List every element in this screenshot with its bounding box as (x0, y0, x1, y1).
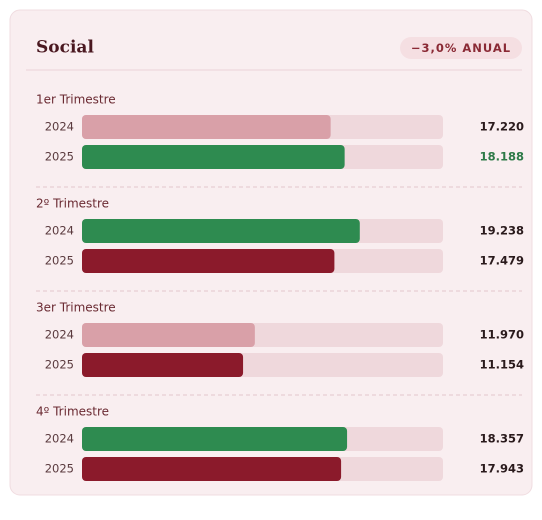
bar (82, 145, 345, 169)
row-label: 2024 (45, 120, 74, 134)
badge-text: −3,0% ANUAL (411, 41, 511, 55)
group-label: 1er Trimestre (36, 93, 116, 107)
value-label: 17.220 (480, 120, 524, 134)
value-label: 11.154 (480, 358, 524, 372)
value-label: 17.479 (480, 254, 524, 268)
row-label: 2024 (45, 432, 74, 446)
row-label: 2024 (45, 224, 74, 238)
bar (82, 219, 360, 243)
card-title: Social (36, 38, 94, 58)
group-label: 4º Trimestre (36, 405, 109, 419)
row-label: 2025 (45, 462, 74, 476)
row-label: 2025 (45, 150, 74, 164)
bar (82, 353, 244, 377)
value-label: 11.970 (480, 328, 524, 342)
bar (82, 427, 348, 451)
value-label: 18.357 (480, 432, 524, 446)
value-label: 18.188 (480, 150, 524, 164)
row-label: 2025 (45, 254, 74, 268)
value-label: 19.238 (480, 224, 524, 238)
value-label: 17.943 (480, 462, 524, 476)
bar (82, 323, 255, 347)
badge (400, 37, 522, 59)
group-label: 2º Trimestre (36, 197, 109, 211)
row-label: 2025 (45, 358, 74, 372)
bar (82, 457, 342, 481)
row-label: 2024 (45, 328, 74, 342)
group-label: 3er Trimestre (36, 301, 116, 315)
bar (82, 115, 331, 139)
bar (82, 249, 335, 273)
